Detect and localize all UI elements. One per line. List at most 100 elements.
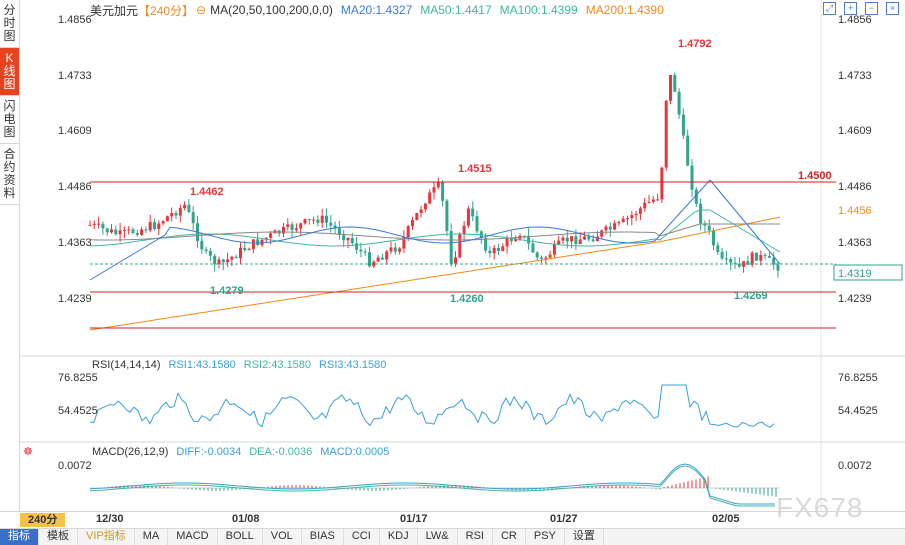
candle-body <box>389 247 393 252</box>
candle-body <box>651 199 655 202</box>
candle-body <box>488 250 492 254</box>
indicator-tab[interactable]: 模板 <box>39 529 78 545</box>
indicator-tab[interactable]: BOLL <box>218 529 263 545</box>
candle-body <box>509 238 513 242</box>
indicator-tab[interactable]: PSY <box>526 529 565 545</box>
zoom-in-icon[interactable]: + <box>844 2 857 15</box>
macd-diff-line <box>89 463 775 505</box>
candle-body <box>527 235 531 244</box>
bottom-bar: 240分 12/30 01/08 01/17 01/27 02/05 指标 模板 V… <box>0 511 905 545</box>
candle-body <box>127 229 131 231</box>
candle-body <box>140 229 144 235</box>
candle-body <box>165 216 169 222</box>
indicator-tab[interactable]: RSI <box>458 529 493 545</box>
candle-body <box>368 252 371 267</box>
candle-body <box>376 257 380 262</box>
candle-body <box>178 208 182 216</box>
chart-canvas[interactable]: 1.4856 1.4733 1.4609 1.4486 1.4363 1.423… <box>20 0 905 511</box>
candle-body <box>660 167 664 200</box>
candle-body <box>492 248 496 254</box>
candle-body <box>286 224 290 227</box>
candle-body <box>501 246 505 251</box>
candle-body <box>475 216 479 232</box>
tab-timeline[interactable]: 分时图 <box>0 0 19 48</box>
candle-body <box>750 252 754 265</box>
indicator-tab[interactable]: KDJ <box>380 529 418 545</box>
candle-body <box>406 226 410 238</box>
ma200-line <box>89 216 781 331</box>
indicator-tab[interactable]: CCI <box>344 529 380 545</box>
candle-body <box>638 208 642 214</box>
indicator-tab[interactable]: CR <box>493 529 526 545</box>
candle-body <box>565 237 569 242</box>
period-badge[interactable]: 240分 <box>20 513 66 527</box>
rsi-header: RSI(14,14,14) RSI1:43.1580 RSI2:43.1580 … <box>92 359 386 371</box>
candle-body <box>303 219 307 224</box>
ma20-line <box>89 179 781 281</box>
candle-body <box>372 261 376 267</box>
tab-lightning-label: 闪电图 <box>3 99 16 139</box>
tab-lightning[interactable]: 闪电图 <box>0 96 19 144</box>
last-price-tag: 1.4319 <box>838 268 872 280</box>
candle-body <box>712 230 715 246</box>
candle-body <box>187 204 191 213</box>
indicator-tab[interactable]: BIAS <box>302 529 344 545</box>
candle-body <box>320 215 324 223</box>
macd-settings-icon[interactable]: ☸ <box>23 446 33 458</box>
expand-icon[interactable]: ⤢ <box>823 2 836 15</box>
candle-body <box>604 226 608 231</box>
candle-body <box>595 236 599 242</box>
indicator-tab[interactable]: VIP指标 <box>78 529 135 545</box>
indicator-tab[interactable]: MACD <box>168 529 218 545</box>
candle-body <box>183 204 187 209</box>
candle-body <box>213 255 217 264</box>
candle-body <box>342 235 346 241</box>
candle-body <box>699 203 703 224</box>
chart-area[interactable]: 1.4856 1.4733 1.4609 1.4486 1.4363 1.423… <box>20 0 905 511</box>
candle-body <box>432 187 436 193</box>
candle-body <box>97 223 101 225</box>
candle-body <box>294 228 298 231</box>
close-icon[interactable]: × <box>886 2 899 15</box>
candle-body <box>763 255 767 257</box>
indicator-tab[interactable]: MA <box>135 529 169 545</box>
indicator-tab[interactable]: VOL <box>263 529 302 545</box>
rsi-axis-label: 54.4525 <box>58 405 98 417</box>
rsi1-value: RSI1:43.1580 <box>168 359 236 371</box>
candle-body <box>742 261 746 267</box>
candle-body <box>647 201 651 203</box>
settings-icon[interactable]: ⊖ <box>196 3 207 17</box>
candle-body <box>385 251 389 260</box>
candle-body <box>694 189 698 204</box>
indicator-tab[interactable]: 设置 <box>565 529 604 545</box>
candle-body <box>707 225 711 231</box>
candle-body <box>101 223 105 229</box>
candle-body <box>656 199 660 201</box>
tab-kline[interactable]: K线图 <box>0 48 19 96</box>
candle-body <box>759 255 763 261</box>
candle-body <box>419 209 423 214</box>
chart-toolbar: ⤢ + − × <box>823 2 899 15</box>
candle-body <box>226 259 230 263</box>
candle-body <box>174 212 178 216</box>
candle-body <box>239 247 242 259</box>
zoom-out-icon[interactable]: − <box>865 2 878 15</box>
ma-price-tag: 1.4456 <box>838 205 872 217</box>
candle-body <box>466 208 470 226</box>
indicator-tab[interactable]: LW& <box>418 529 458 545</box>
candle-body <box>423 203 427 210</box>
last-price-box <box>833 264 903 281</box>
candle-body <box>600 230 604 237</box>
candle-body <box>591 239 595 242</box>
rsi3-value: RSI3:43.1580 <box>319 359 387 371</box>
ma-label: MA(20,50,100,200,0,0) <box>210 3 333 17</box>
time-label: 01/17 <box>400 513 428 525</box>
candle-body <box>716 245 720 252</box>
price-label-right: 1.4363 <box>838 237 872 249</box>
time-axis: 240分 12/30 01/08 01/17 01/27 02/05 <box>0 511 905 528</box>
tab-contract[interactable]: 合约资料 <box>0 144 19 205</box>
indicator-tab[interactable]: 指标 <box>0 529 39 545</box>
period-label: 【240分】 <box>138 3 195 18</box>
candle-body <box>673 74 677 92</box>
candle-body <box>570 236 574 242</box>
